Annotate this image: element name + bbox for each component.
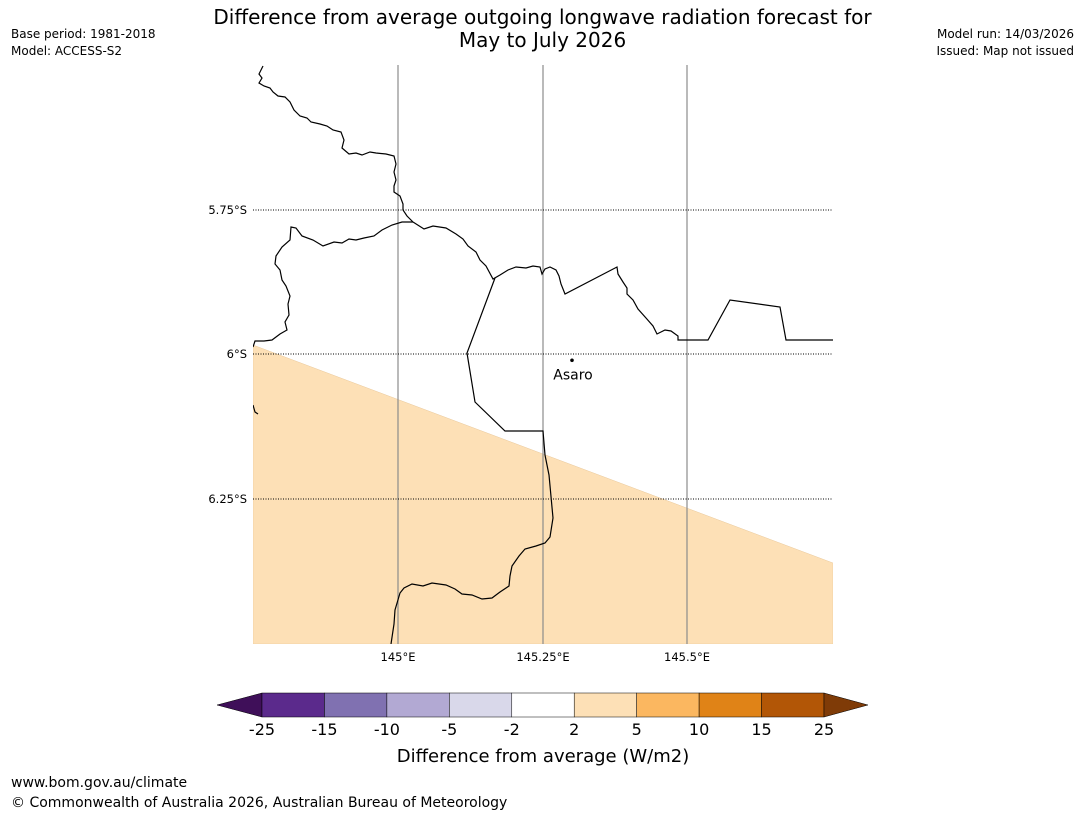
boundary-central [390, 277, 554, 644]
colorbar-tick-label: 2 [569, 720, 579, 739]
colorbar-segment [261, 692, 325, 718]
colorbar-tick-label: -10 [374, 720, 400, 739]
model-run: Model run: 14/03/2026 [936, 27, 1074, 41]
boundaries [253, 65, 833, 644]
colorbar-segment [761, 692, 825, 718]
map-panel: Asaro [253, 65, 833, 644]
colorbar-extend-high [823, 692, 869, 718]
title-line-2: May to July 2026 [458, 28, 627, 52]
lon-label-145-25: 145.25°E [516, 650, 569, 664]
colorbar-extend-low [216, 692, 263, 718]
colorbar-tick-label: -5 [441, 720, 457, 739]
boundary-east [412, 221, 833, 341]
colorbar-tick-label: -25 [249, 720, 275, 739]
colorbar-tick-label: 25 [814, 720, 834, 739]
boundary-north [258, 65, 414, 223]
footer-copyright: © Commonwealth of Australia 2026, Austra… [11, 795, 508, 811]
colorbar: -25 -15 -10 -5 -2 2 5 10 15 25 [216, 692, 869, 739]
colorbar-segment [698, 692, 762, 718]
lat-label-6: 6°S [227, 347, 247, 361]
colorbar-segment [511, 692, 575, 718]
issued-status: Issued: Map not issued [936, 44, 1074, 58]
meta-left: Base period: 1981-2018 Model: ACCESS-S2 [11, 26, 156, 60]
lat-label-5-75: 5.75°S [208, 203, 247, 217]
colorbar-segment [324, 692, 388, 718]
model-name: Model: ACCESS-S2 [11, 44, 123, 58]
lon-label-145-5: 145.5°E [664, 650, 710, 664]
colorbar-tick-label: 10 [689, 720, 709, 739]
lon-label-145: 145°E [381, 650, 416, 664]
base-period: Base period: 1981-2018 [11, 27, 156, 41]
colorbar-segment [573, 692, 637, 718]
chart-title: Difference from average outgoing longwav… [0, 6, 1085, 52]
footer-url: www.bom.gov.au/climate [11, 775, 188, 791]
colorbar-segment [636, 692, 700, 718]
place-label: Asaro [553, 367, 592, 383]
colorbar-title: Difference from average (W/m2) [397, 746, 689, 767]
place-marker [570, 358, 574, 363]
title-line-1: Difference from average outgoing longwav… [213, 5, 872, 29]
meta-right: Model run: 14/03/2026 Issued: Map not is… [936, 26, 1074, 60]
colorbar-tick-label: -15 [311, 720, 337, 739]
colorbar-tick-label: 15 [751, 720, 771, 739]
boundary-ridge [253, 221, 413, 348]
colorbar-tick-label: 5 [632, 720, 642, 739]
boundary-west-stub [253, 404, 259, 415]
colorbar-segment [386, 692, 450, 718]
lat-label-6-25: 6.25°S [208, 492, 247, 506]
colorbar-segment [449, 692, 513, 718]
colorbar-tick-label: -2 [504, 720, 520, 739]
